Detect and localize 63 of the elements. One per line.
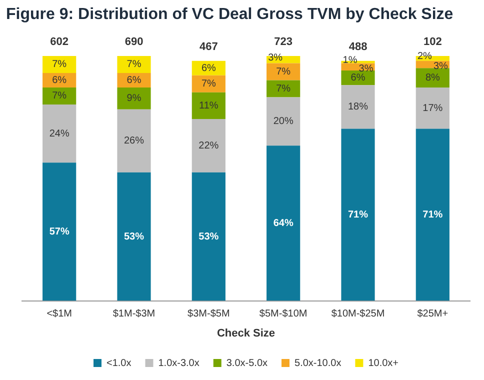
data-label: 7% xyxy=(276,83,291,94)
text: 488 xyxy=(348,40,368,53)
data-label: 53% xyxy=(198,231,219,242)
bar xyxy=(42,104,76,163)
data-label: 7% xyxy=(126,59,142,70)
data-label: 8% xyxy=(425,72,440,84)
bar xyxy=(266,97,300,146)
data-label: 71% xyxy=(348,210,368,221)
text: 467 xyxy=(199,40,218,53)
bar xyxy=(117,172,151,301)
x-axis-title: Check Size xyxy=(216,327,276,340)
data-label: 7% xyxy=(52,90,67,102)
data-label: 7% xyxy=(276,66,291,78)
legend-label: 1.0x-3.0x xyxy=(158,358,200,369)
data-label: 20% xyxy=(273,116,294,128)
text: 690 xyxy=(124,36,144,48)
bar xyxy=(341,128,375,301)
data-label: 57% xyxy=(49,226,70,238)
bar xyxy=(416,128,450,301)
x-tick-label: $10M-$25M xyxy=(331,308,385,320)
legend-label: 10.0x+ xyxy=(368,358,399,369)
x-tick-label: $5M-$10M xyxy=(259,308,308,320)
bar xyxy=(416,88,450,129)
data-label: 22% xyxy=(198,140,219,152)
data-label: 7% xyxy=(201,78,216,90)
bar xyxy=(192,75,226,92)
text: 602 xyxy=(50,36,69,48)
bar xyxy=(192,172,226,301)
x-tick-label: $3M-$5M xyxy=(188,308,230,320)
data-label: 71% xyxy=(422,210,443,221)
data-label: 6% xyxy=(350,72,366,84)
data-label: 6% xyxy=(201,62,216,74)
data-label: 6% xyxy=(126,74,142,86)
bar xyxy=(117,56,151,73)
x-tick-label: $25M+ xyxy=(417,308,448,320)
data-label: 26% xyxy=(124,136,144,147)
data-label: 9% xyxy=(126,93,142,104)
bar xyxy=(341,85,375,129)
bar xyxy=(266,80,300,98)
bar xyxy=(117,88,151,110)
data-label: 53% xyxy=(124,231,144,242)
bar xyxy=(117,109,151,172)
legend-label: 5.0x-10.0x xyxy=(294,358,342,369)
data-label: 64% xyxy=(273,218,294,229)
bar xyxy=(42,56,76,73)
x-tick-label: <$1M xyxy=(46,308,72,320)
x-tick-label: $1M-$3M xyxy=(112,308,156,320)
bar xyxy=(266,146,300,301)
legend-label: <1.0x xyxy=(106,358,132,369)
data-label: 7% xyxy=(52,59,67,70)
data-label: 6% xyxy=(52,74,67,86)
data-label: 24% xyxy=(49,128,70,140)
data-label: 11% xyxy=(199,100,218,112)
data-label: 18% xyxy=(348,102,368,113)
chart-title: Figure 9: Distribution of VC Deal Gross TVM by Check Size xyxy=(5,5,454,25)
data-label: 17% xyxy=(422,102,443,114)
text: 102 xyxy=(423,36,442,48)
bar xyxy=(192,92,226,120)
bar xyxy=(192,119,226,172)
text: 723 xyxy=(274,36,293,48)
legend-label: 3.0x-5.0x xyxy=(226,358,268,369)
bar xyxy=(42,88,76,104)
bar xyxy=(42,162,76,301)
